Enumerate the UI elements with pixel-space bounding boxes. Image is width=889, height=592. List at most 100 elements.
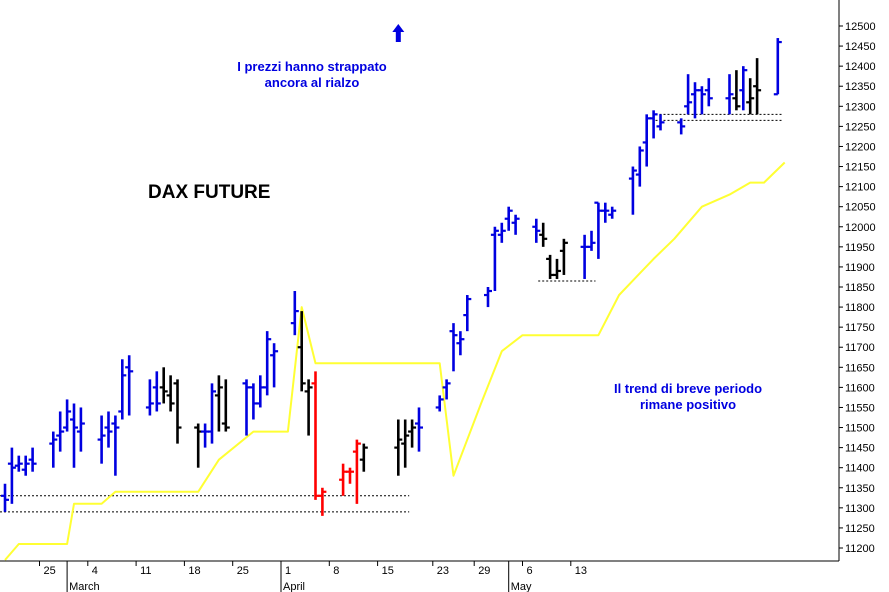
ohlc-bar-51 — [504, 206, 513, 231]
ohlc-bar-54 — [539, 222, 548, 247]
x-tick-label-2: 11 — [140, 565, 151, 577]
annotation-top: I prezzi hanno strappato ancora al rialz… — [222, 59, 402, 91]
ohlc-bar-6 — [56, 411, 65, 452]
y-tick-label-15: 11950 — [845, 242, 875, 254]
ohlc-bar-7 — [63, 399, 72, 432]
ohlc-bar-37 — [352, 439, 361, 504]
ohlc-bar-18 — [166, 375, 175, 412]
ohlc-bar-0 — [1, 483, 9, 512]
arrow-layer — [392, 24, 405, 43]
y-tick-label-7: 11550 — [845, 402, 875, 414]
ohlc-bar-71 — [697, 86, 706, 115]
y-tick-label-12: 11800 — [845, 302, 875, 314]
y-tick-label-10: 11700 — [845, 342, 875, 354]
ohlc-bar-29 — [270, 343, 279, 388]
y-tick-label-9: 11650 — [845, 362, 875, 374]
y-tick-label-1: 11250 — [845, 523, 875, 535]
ohlc-bar-72 — [704, 78, 713, 107]
y-tick-label-23: 12350 — [845, 81, 876, 93]
ohlc-bar-36 — [346, 467, 354, 484]
ohlc-bar-8 — [70, 403, 78, 468]
price-bars — [1, 38, 782, 516]
y-tick-label-20: 12200 — [845, 141, 876, 153]
x-tick-label-3: 18 — [188, 565, 200, 577]
ohlc-bar-13 — [118, 359, 127, 420]
y-tick-label-11: 11750 — [845, 322, 875, 334]
ohlc-bar-31 — [297, 311, 306, 392]
trend-line — [4, 161, 786, 561]
x-tick-label-6: 8 — [333, 565, 339, 577]
ohlc-bar-10 — [97, 415, 106, 464]
up-arrow-icon — [392, 24, 405, 43]
ohlc-bar-44 — [442, 379, 451, 400]
y-tick-label-26: 12500 — [845, 21, 876, 33]
ohlc-bar-53 — [532, 218, 541, 243]
ohlc-bar-67 — [656, 114, 665, 131]
ohlc-bar-41 — [408, 419, 417, 448]
ohlc-bar-22 — [208, 383, 216, 444]
ohlc-bar-12 — [111, 415, 120, 476]
ohlc-bar-3 — [21, 455, 30, 476]
ohlc-bar-2 — [14, 455, 23, 472]
ohlc-bar-62 — [608, 206, 617, 219]
y-tick-label-24: 12400 — [845, 61, 876, 73]
ohlc-bar-16 — [152, 371, 161, 412]
ohlc-bar-69 — [684, 74, 693, 115]
ohlc-bar-17 — [159, 367, 168, 404]
ohlc-bar-5 — [49, 431, 58, 468]
ohlc-bar-78 — [773, 38, 782, 96]
ohlc-bar-45 — [449, 323, 458, 372]
ohlc-bar-1 — [7, 447, 16, 504]
ohlc-bar-11 — [104, 411, 113, 448]
annotation-right: Il trend di breve periodo rimane positiv… — [598, 381, 778, 413]
ohlc-bar-75 — [739, 66, 748, 111]
chart-title: DAX FUTURE — [148, 182, 271, 203]
plot-background — [0, 0, 839, 561]
ohlc-bar-52 — [511, 214, 520, 235]
ohlc-bar-64 — [635, 146, 644, 187]
ohlc-bar-19 — [173, 379, 182, 444]
ohlc-bar-66 — [649, 110, 658, 139]
ohlc-bar-47 — [463, 295, 472, 332]
ohlc-bar-57 — [559, 238, 568, 275]
x-tick-label-7: 15 — [382, 565, 394, 577]
y-tick-label-0: 11200 — [845, 543, 875, 555]
ohlc-bar-77 — [753, 58, 762, 115]
month-label-1: April — [283, 581, 305, 592]
annotation-right-line-1: Il trend di breve periodo — [613, 381, 763, 396]
ohlc-bar-49 — [490, 226, 499, 292]
ohlc-bar-56 — [553, 258, 561, 279]
ohlc-bar-40 — [401, 419, 410, 468]
ohlc-bar-48 — [484, 287, 492, 308]
y-tick-label-13: 11850 — [845, 282, 875, 294]
month-label-2: May — [511, 581, 532, 592]
x-tick-label-9: 29 — [478, 565, 490, 577]
y-tick-label-8: 11600 — [845, 382, 875, 394]
y-tick-label-19: 12150 — [845, 162, 876, 174]
y-tick-label-17: 12050 — [845, 202, 876, 214]
ohlc-bar-76 — [746, 78, 755, 115]
x-tick-label-0: 25 — [44, 565, 56, 577]
ohlc-bar-50 — [497, 222, 506, 243]
y-tick-label-3: 11350 — [845, 483, 875, 495]
y-tick-label-2: 11300 — [845, 503, 875, 515]
ohlc-bar-46 — [456, 331, 465, 356]
ohlc-bar-42 — [415, 407, 423, 452]
x-tick-label-10: 6 — [527, 565, 533, 577]
x-tick-label-8: 23 — [437, 565, 449, 577]
y-tick-label-6: 11500 — [845, 423, 875, 435]
x-tick-label-5: 1 — [285, 565, 291, 577]
trend-line-layer — [4, 161, 786, 561]
ohlc-bar-38 — [359, 443, 368, 472]
ohlc-bar-59 — [587, 230, 596, 251]
ohlc-bar-68 — [677, 118, 686, 135]
y-tick-label-25: 12450 — [845, 41, 876, 53]
ohlc-bar-61 — [601, 202, 610, 223]
annotation-right-line-2: rimane positivo — [639, 397, 737, 412]
ohlc-bar-30 — [290, 291, 299, 336]
ohlc-bar-34 — [318, 487, 327, 516]
y-tick-label-22: 12300 — [845, 101, 876, 113]
y-tick-label-16: 12000 — [845, 222, 876, 234]
ohlc-bar-43 — [435, 395, 444, 412]
